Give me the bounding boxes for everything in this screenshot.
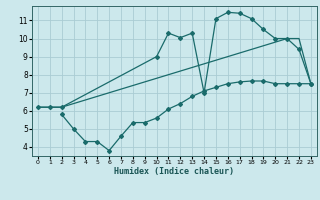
X-axis label: Humidex (Indice chaleur): Humidex (Indice chaleur) <box>115 167 234 176</box>
